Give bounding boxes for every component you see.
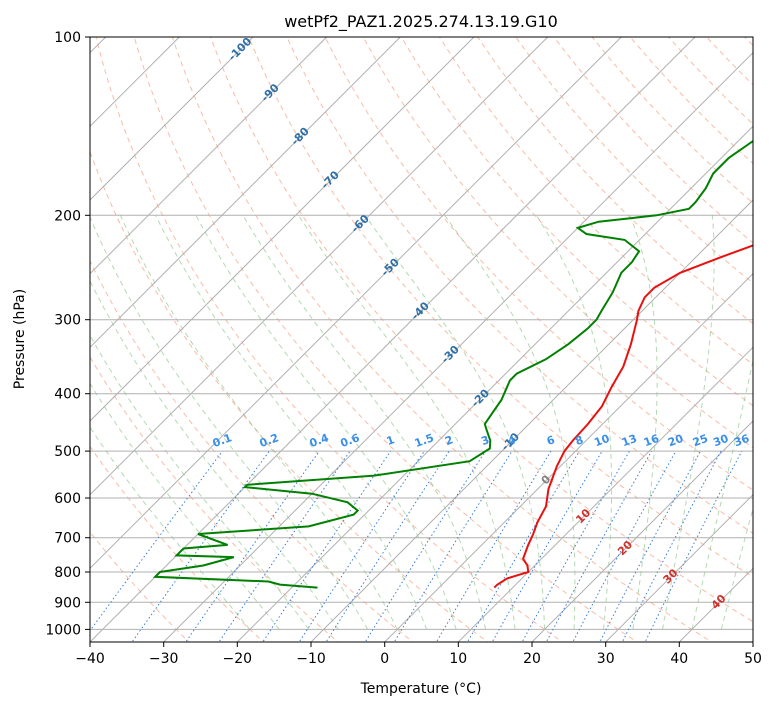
y-tick-label: 700 bbox=[54, 531, 81, 547]
isotherm bbox=[90, 37, 549, 496]
y-tick-label: 800 bbox=[54, 565, 81, 581]
temperature-line bbox=[493, 244, 753, 589]
mixing-ratio-label: 0.4 bbox=[308, 431, 331, 450]
mixing-ratio-label: 20 bbox=[666, 432, 685, 450]
mixing-ratio-label: 13 bbox=[620, 432, 639, 449]
y-axis-label: Pressure (hPa) bbox=[12, 289, 28, 389]
moist-adiabat bbox=[444, 215, 576, 630]
mixing-ratio-label: 3 bbox=[479, 433, 491, 448]
mixing-ratio-line bbox=[393, 450, 513, 642]
dry-adiabat bbox=[324, 37, 753, 491]
y-tick-label: 200 bbox=[54, 208, 81, 224]
mixing-ratio-line bbox=[466, 450, 580, 642]
mixing-ratio-label: 1 bbox=[385, 433, 397, 448]
x-tick-label: 10 bbox=[449, 651, 467, 667]
mixing-ratio-line bbox=[90, 450, 223, 632]
isotherm bbox=[90, 37, 622, 570]
y-tick-label: 900 bbox=[54, 595, 81, 611]
moist-adiabat bbox=[90, 382, 280, 630]
plot-frame bbox=[89, 36, 754, 643]
x-tick-label: −40 bbox=[75, 651, 105, 667]
isotherm bbox=[90, 37, 475, 422]
mixing-ratio-label: 0.1 bbox=[211, 431, 234, 450]
mixing-ratio-line bbox=[364, 450, 486, 642]
dry-adiabat bbox=[90, 150, 489, 642]
moist-adiabat bbox=[155, 215, 428, 630]
x-tick-label: −10 bbox=[296, 651, 326, 667]
moist-adiabat bbox=[720, 506, 753, 630]
mixing-ratio-line bbox=[572, 450, 677, 642]
mixing-ratio-label: 8 bbox=[573, 433, 585, 448]
isotherm bbox=[531, 420, 753, 642]
mixing-ratio-label: 36 bbox=[732, 432, 751, 450]
mixing-ratio-label: 4 bbox=[506, 433, 518, 448]
moist-adiabat bbox=[90, 426, 251, 630]
dry-adiabat bbox=[362, 37, 753, 449]
x-tick-label: −20 bbox=[223, 651, 253, 667]
mixing-ratio-label: 30 bbox=[711, 432, 730, 450]
x-tick-label: 40 bbox=[670, 651, 688, 667]
isotherm bbox=[90, 37, 696, 642]
x-tick-label: 0 bbox=[380, 651, 389, 667]
mixing-ratio-label: 0.2 bbox=[258, 431, 281, 450]
x-tick-label: 20 bbox=[523, 651, 541, 667]
isotherm bbox=[90, 37, 254, 201]
moist-adiabat bbox=[364, 215, 546, 630]
isotherm bbox=[384, 272, 753, 642]
plot-area: -100-90-80-70-60-50-40-30-20-10010203040… bbox=[90, 37, 753, 642]
mixing-ratio-line bbox=[621, 450, 722, 642]
mixing-ratio-line bbox=[599, 450, 701, 642]
axis-ticks bbox=[85, 36, 754, 647]
dry-adiabat bbox=[477, 37, 753, 325]
x-tick-label: 30 bbox=[597, 651, 615, 667]
isotherm bbox=[163, 51, 753, 642]
mixing-ratio-label: 0.6 bbox=[339, 431, 362, 450]
mixing-ratio-line bbox=[325, 450, 450, 642]
y-tick-label: 500 bbox=[54, 444, 81, 460]
mixing-ratio-label: 10 bbox=[593, 432, 612, 450]
moist-adiabat bbox=[535, 215, 613, 630]
mixing-ratio-line bbox=[262, 450, 392, 642]
y-tick-label: 300 bbox=[54, 313, 81, 329]
y-tick-label: 600 bbox=[54, 491, 81, 507]
mixing-ratio-label: 25 bbox=[691, 432, 710, 449]
x-tick-label: −30 bbox=[149, 651, 179, 667]
isotherm bbox=[310, 199, 753, 642]
y-tick-label: 100 bbox=[54, 30, 81, 46]
dry-adiabat bbox=[95, 37, 564, 642]
dry-adiabat bbox=[210, 37, 753, 623]
moist-adiabat bbox=[661, 215, 715, 630]
moist-adiabat bbox=[691, 358, 753, 630]
y-tick-label: 1000 bbox=[45, 622, 81, 638]
isotherm bbox=[457, 346, 753, 642]
mixing-ratio-label: 2 bbox=[443, 433, 455, 448]
mixing-ratio-line bbox=[185, 450, 320, 642]
isotherm bbox=[605, 493, 753, 642]
x-axis-label: Temperature (°C) bbox=[360, 681, 482, 697]
dewpoint-line bbox=[152, 139, 753, 589]
mixing-ratio-label: 16 bbox=[642, 432, 661, 450]
chart-title: wetPf2_PAZ1.2025.274.13.19.G10 bbox=[284, 12, 558, 32]
moist-adiabat bbox=[629, 215, 658, 630]
mixing-ratio-label: 6 bbox=[545, 433, 557, 448]
tick-labels: −40 −30 −20 −10 0 10 20 30 40 5010020030040050060… bbox=[45, 30, 762, 667]
mixing-ratio-label: 1.5 bbox=[413, 431, 436, 450]
y-tick-label: 400 bbox=[54, 387, 81, 403]
isotherm bbox=[90, 37, 401, 349]
isotherm bbox=[236, 125, 753, 642]
isotherm bbox=[90, 37, 328, 275]
mixing-ratio-line bbox=[131, 450, 270, 642]
x-tick-label: 50 bbox=[744, 651, 762, 667]
mixing-ratio-line bbox=[298, 450, 425, 642]
moist-adiabat bbox=[90, 334, 310, 630]
